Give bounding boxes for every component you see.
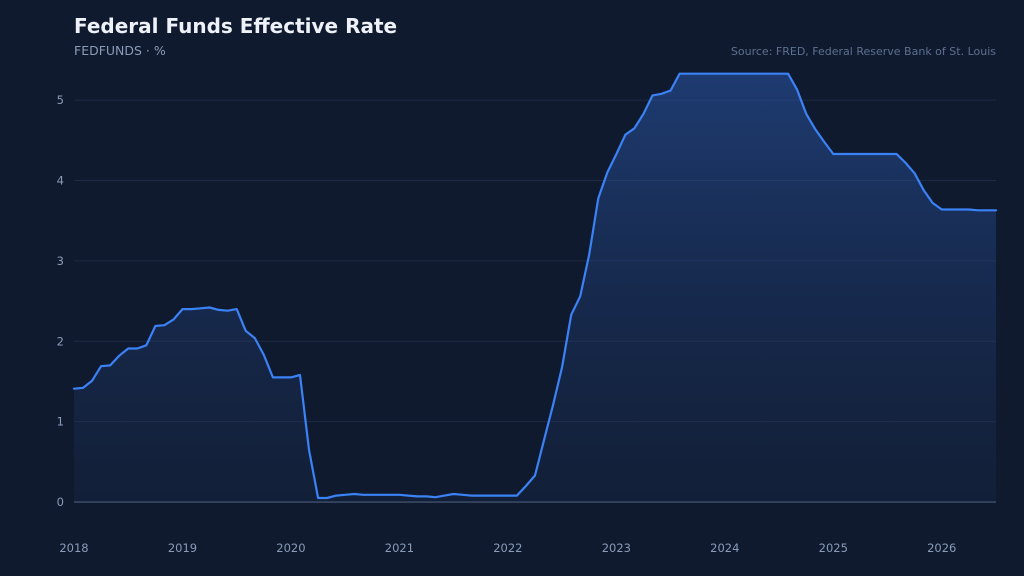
chart-subtitle: FEDFUNDS · % [74,43,166,58]
series-area [74,73,996,502]
x-tick-label: 2020 [276,541,305,555]
source-note: Source: FRED, Federal Reserve Bank of St… [730,45,996,58]
series-line [72,72,998,500]
x-tick-label: 2025 [819,541,848,555]
area-fill [74,73,996,502]
y-axis-ticks: 0 1 2 3 4 5 [57,93,64,509]
x-axis-ticks: 2018 2019 2020 2021 2022 2023 2024 2025 2026 [59,541,956,555]
x-tick-label: 2019 [168,541,197,555]
y-tick-label: 3 [57,254,64,268]
y-tick-label: 5 [57,93,64,107]
x-tick-label: 2021 [385,541,414,555]
x-tick-label: 2024 [710,541,739,555]
y-tick-label: 1 [57,415,64,429]
y-tick-label: 2 [57,334,64,348]
x-tick-label: 2018 [59,541,88,555]
x-tick-label: 2026 [927,541,956,555]
x-tick-label: 2023 [602,541,631,555]
x-tick-label: 2022 [493,541,522,555]
series-path [72,72,998,500]
y-tick-label: 0 [57,495,64,509]
chart-title: Federal Funds Effective Rate [74,14,398,38]
y-tick-label: 4 [57,174,64,188]
